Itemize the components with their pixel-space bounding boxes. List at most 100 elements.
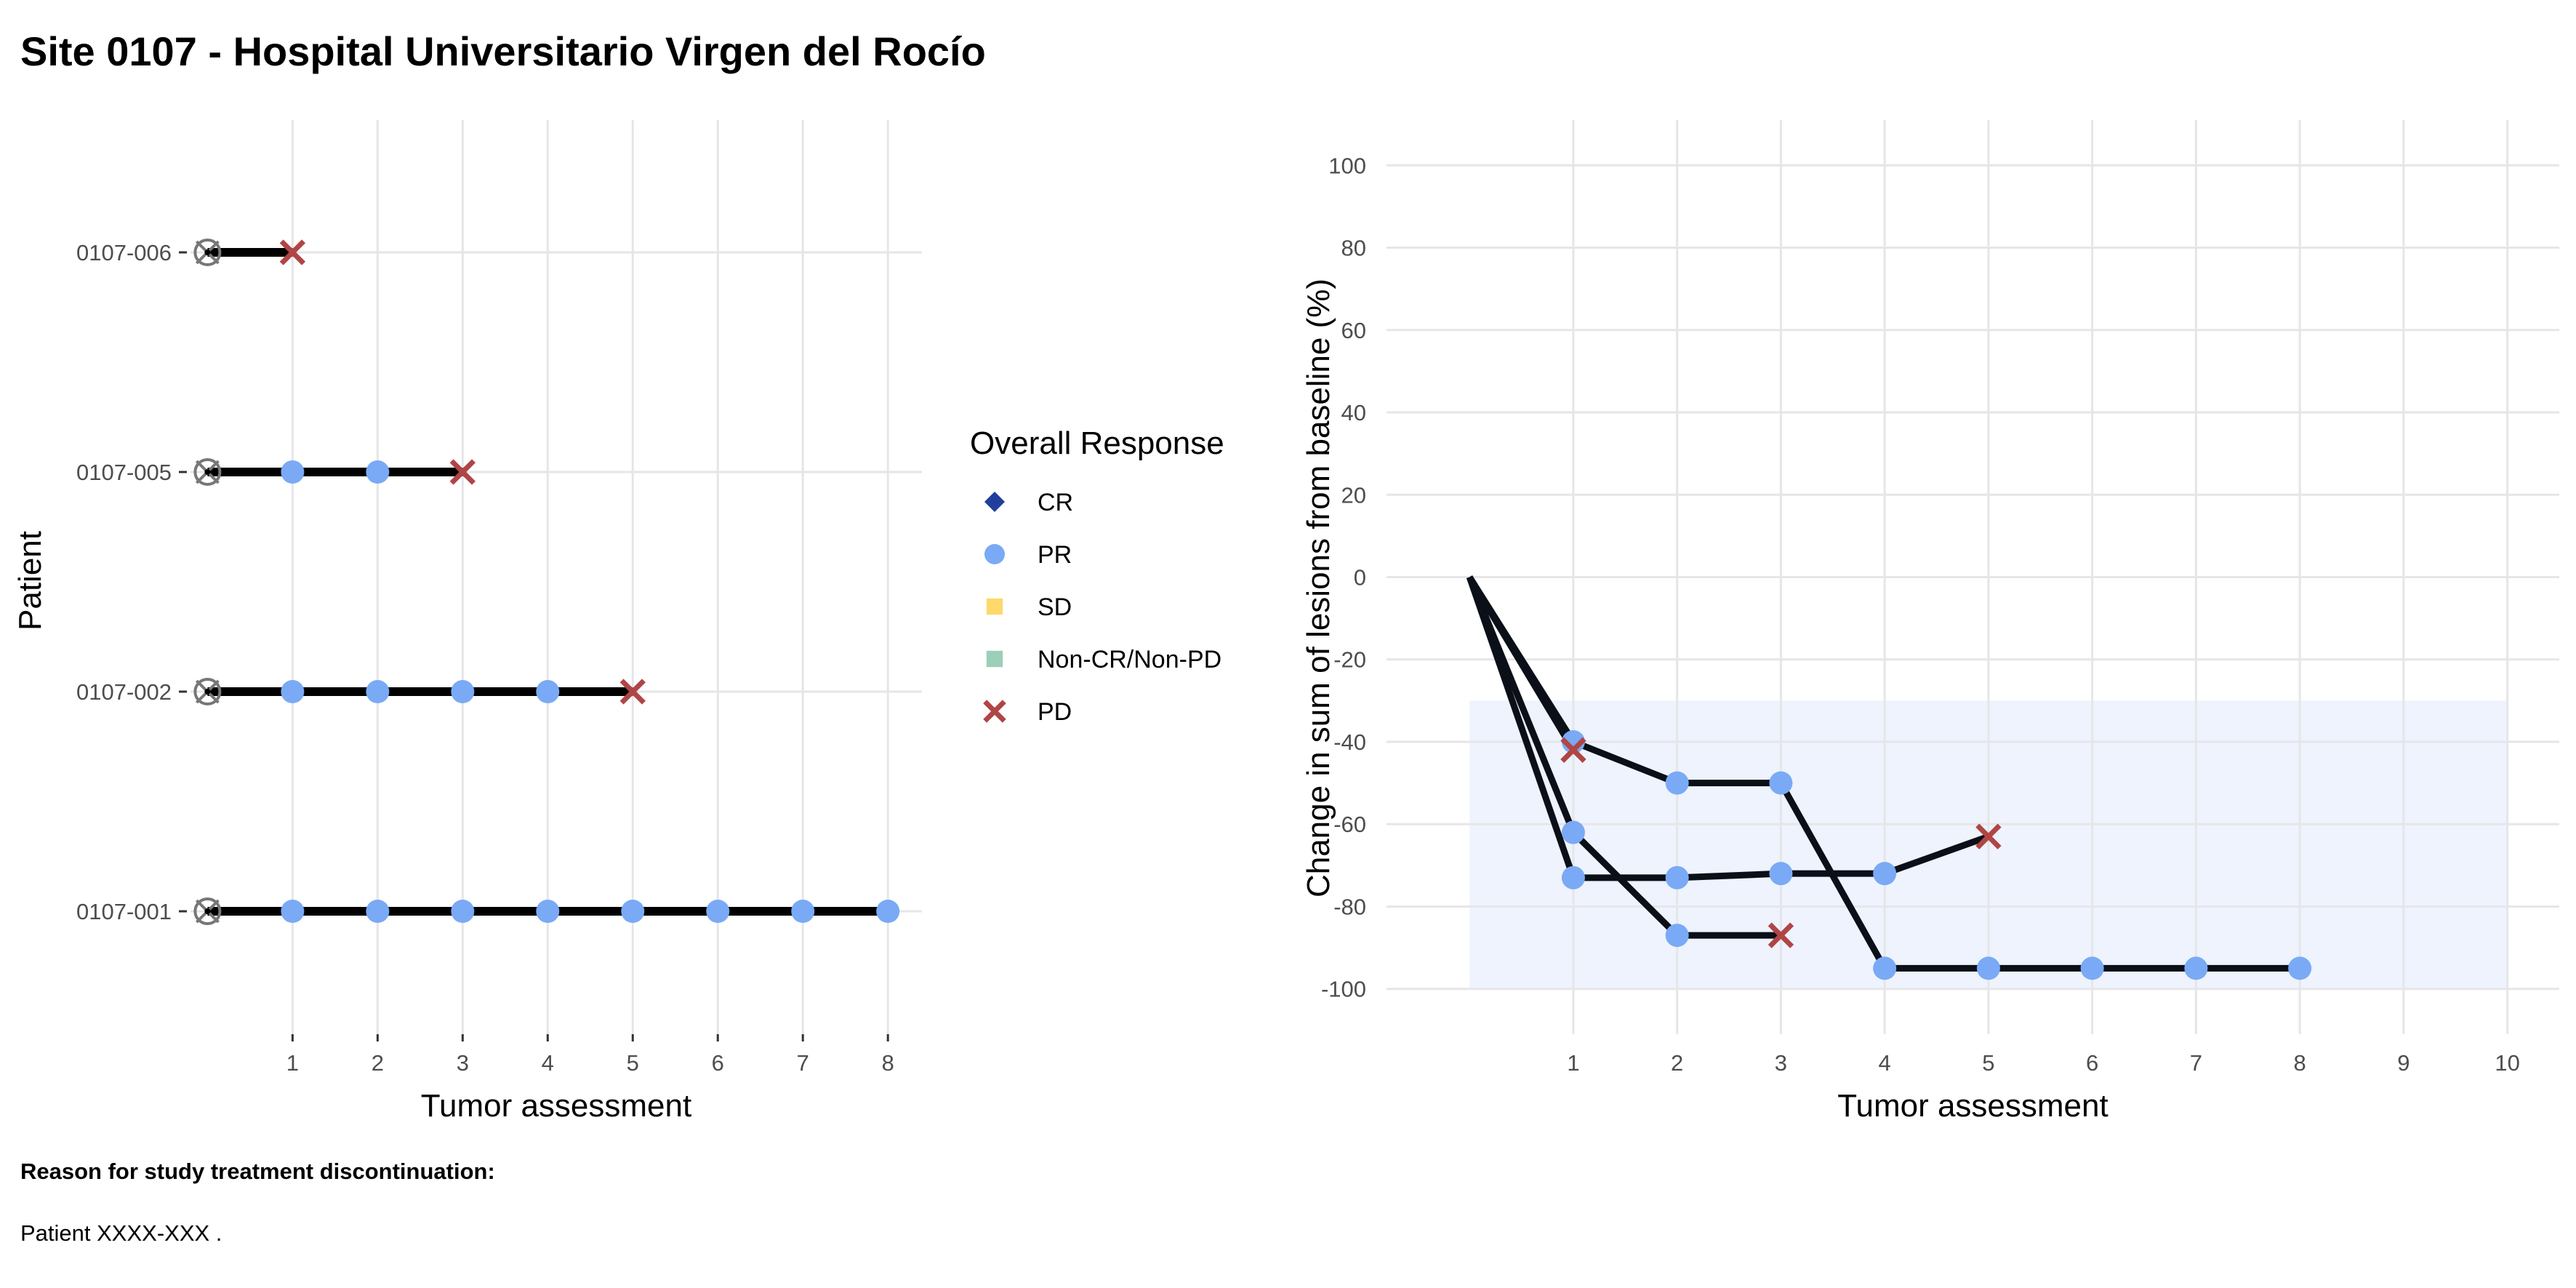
legend-key	[984, 492, 1005, 512]
swimmer-point	[451, 900, 475, 923]
spider-point	[1665, 924, 1689, 948]
baseline-marker	[193, 239, 222, 266]
spider-y-tick-label: 100	[1328, 153, 1366, 178]
swimmer-point	[449, 459, 476, 485]
baseline-marker	[193, 458, 222, 486]
legend-label: Non-CR/Non-PD	[1038, 646, 1221, 673]
spider-point-stroke-b	[1560, 737, 1586, 763]
spider-x-axis-title: Tumor assessment	[1837, 1088, 2108, 1124]
spider-y-axis-title: Change in sum of lesions from baseline (…	[1301, 279, 1336, 897]
swimmer-point	[876, 900, 900, 923]
baseline-marker	[193, 678, 222, 705]
swimmer-point-stroke-b	[619, 679, 646, 705]
swimmer-x-tick-label: 7	[797, 1050, 809, 1076]
baseline-marker-dot	[204, 908, 211, 914]
swimmer-point	[791, 900, 815, 923]
spider-point	[1769, 862, 1793, 886]
swimmer-point	[366, 680, 390, 703]
spider-point	[1769, 771, 1793, 795]
spider-point	[1873, 862, 1897, 886]
swimmer-y-tick-label: 0107-002	[76, 679, 172, 705]
baseline-marker-circle	[193, 678, 222, 705]
swimmer-x-tick-label: 2	[372, 1050, 384, 1076]
spider-y-tick-label: 40	[1341, 400, 1366, 425]
swimmer-point-stroke-b	[279, 239, 306, 265]
baseline-marker-circle	[193, 897, 222, 925]
legend-key	[986, 650, 1003, 668]
spider-y-tick-label: -40	[1333, 729, 1366, 755]
spider-y-tick-label: 60	[1341, 318, 1366, 343]
baseline-marker-dot	[204, 689, 211, 695]
swimmer-x-tick-label: 3	[457, 1050, 469, 1076]
legend-title: Overall Response	[970, 425, 1224, 461]
discontinuation-reason-text: Patient XXXX-XXX .	[20, 1220, 222, 1246]
legend-label: SD	[1038, 593, 1072, 621]
swimmer-y-tick-label: 0107-005	[76, 460, 172, 485]
swimmer-point	[279, 239, 306, 265]
swimmer-x-tick-label: 5	[627, 1050, 639, 1076]
legend-label: CR	[1038, 489, 1073, 516]
legend: Overall Response CR PR SD Non-CR/Non-PD PD	[970, 425, 1224, 726]
spider-y-tick-label: -60	[1333, 812, 1366, 837]
spider-y-tick-label: -80	[1333, 894, 1366, 919]
legend-label: PR	[1038, 541, 1072, 569]
swimmer-point	[621, 900, 645, 923]
baseline-marker	[193, 897, 222, 925]
spider-point	[1665, 771, 1689, 795]
spider-point	[1873, 956, 1897, 980]
swimmer-point	[536, 680, 560, 703]
spider-x-tick-label: 7	[2190, 1050, 2202, 1076]
swimmer-y-axis-title: Patient	[12, 531, 48, 631]
swimmer-x-tick-label: 4	[542, 1050, 554, 1076]
spider-y-tick-label: 20	[1341, 482, 1366, 508]
baseline-marker-circle	[193, 239, 222, 266]
spider-chart: 1 2 3 4 5 6 7 8 9 10 100 80 60 40 20 0 -20 -40 -60 -80 -100 T…	[1301, 120, 2559, 1124]
swimmer-point	[281, 460, 305, 484]
spider-point-stroke-b	[1975, 823, 2002, 849]
spider-series-line	[1466, 575, 1781, 939]
spider-y-tick-label: 80	[1341, 236, 1366, 261]
legend-key	[983, 700, 1006, 723]
swimmer-point	[451, 680, 475, 703]
baseline-marker-dot	[204, 469, 211, 475]
spider-series-line	[1466, 576, 1990, 881]
swimmer-point	[706, 900, 730, 923]
spider-x-tick-label: 2	[1671, 1050, 1683, 1076]
swimmer-point	[366, 460, 390, 484]
spider-x-tick-label: 6	[2086, 1050, 2098, 1076]
legend-key	[986, 598, 1003, 615]
spider-x-tick-label: 8	[2294, 1050, 2306, 1076]
swimmer-x-tick-label: 1	[286, 1050, 299, 1076]
baseline-marker-circle	[193, 458, 222, 486]
swimmer-chart: 1 2 3 4 5 6 7 8 0107-001 0107-002 0107-005 0107-006…	[12, 120, 922, 1124]
spider-series-line	[1466, 575, 1576, 752]
spider-point	[1976, 956, 2000, 980]
swimmer-point	[619, 679, 646, 705]
swimmer-x-tick-label: 8	[882, 1050, 894, 1076]
spider-point	[1975, 823, 2002, 849]
spider-x-tick-label: 9	[2397, 1050, 2410, 1076]
spider-point	[1768, 922, 1794, 948]
spider-y-tick-label: -20	[1333, 647, 1366, 673]
swimmer-y-tick-label: 0107-001	[76, 899, 172, 924]
swimmer-point	[536, 900, 560, 923]
swimmer-y-tick-label: 0107-006	[76, 240, 172, 265]
spider-point	[2080, 956, 2104, 980]
page-title: Site 0107 - Hospital Universitario Virge…	[20, 28, 986, 74]
swimmer-x-axis-title: Tumor assessment	[421, 1088, 691, 1124]
swimmer-point	[366, 900, 390, 923]
swimmer-point	[281, 680, 305, 703]
baseline-marker-dot	[204, 249, 211, 255]
spider-y-tick-label: -100	[1321, 977, 1366, 1002]
discontinuation-reason-label: Reason for study treatment discontinuati…	[20, 1159, 495, 1184]
spider-x-tick-label: 10	[2495, 1050, 2519, 1076]
spider-point	[1561, 865, 1585, 889]
swimmer-point-stroke-b	[449, 459, 476, 485]
spider-x-tick-label: 3	[1775, 1050, 1787, 1076]
legend-key	[984, 544, 1005, 564]
swimmer-x-tick-label: 6	[712, 1050, 724, 1076]
spider-x-tick-label: 1	[1567, 1050, 1579, 1076]
legend-label: PD	[1038, 698, 1072, 726]
spider-point	[1560, 737, 1586, 763]
